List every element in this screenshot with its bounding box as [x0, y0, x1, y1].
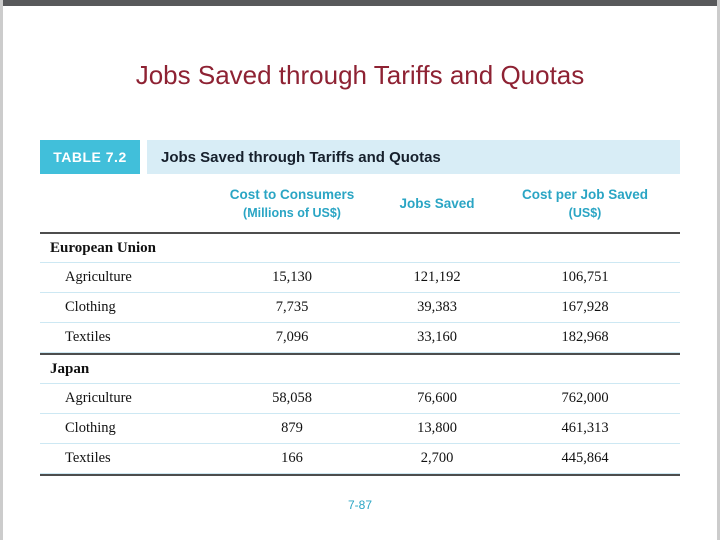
column-header-cost-per-job: Cost per Job Saved (US$)	[490, 186, 680, 222]
cell-cost-to-consumers: 58,058	[272, 390, 312, 407]
column-header-sublabel: (US$)	[568, 205, 602, 220]
cell-cost-to-consumers: 7,735	[275, 299, 309, 316]
column-header-jobs-saved: Jobs Saved	[384, 195, 490, 214]
badge-caption-gap	[140, 140, 147, 174]
table-row: Agriculture 58,058 76,600 762,000	[40, 384, 680, 415]
table-row: Clothing 7,735 39,383 167,928	[40, 293, 680, 324]
section-label: European Union	[50, 239, 157, 256]
column-header-label: Jobs Saved	[399, 195, 475, 211]
slide-title: Jobs Saved through Tariffs and Quotas	[135, 60, 585, 90]
cell-cost-per-job: 445,864	[561, 450, 609, 467]
table-row: Textiles 166 2,700 445,864	[40, 444, 680, 475]
cell-jobs-saved: 2,700	[420, 450, 454, 467]
row-label: Textiles	[65, 450, 111, 467]
table-row: Clothing 879 13,800 461,313	[40, 414, 680, 445]
window-right-border	[717, 0, 720, 540]
cell-cost-to-consumers: 7,096	[275, 329, 309, 346]
cell-cost-per-job: 461,313	[561, 420, 609, 437]
cell-jobs-saved: 33,160	[417, 329, 457, 346]
row-label: Agriculture	[65, 269, 132, 286]
row-label: Clothing	[65, 420, 116, 437]
cell-jobs-saved: 13,800	[417, 420, 457, 437]
column-header-label: Cost to Consumers	[229, 187, 355, 202]
column-header-row: Cost to Consumers (Millions of US$) Jobs…	[40, 174, 680, 232]
table-row: Textiles 7,096 33,160 182,968	[40, 323, 680, 354]
cell-jobs-saved: 76,600	[417, 390, 457, 407]
table-number-badge: TABLE 7.2	[40, 140, 140, 174]
slide-page-number: 7-87	[347, 498, 373, 512]
section-row-european-union: European Union	[40, 232, 680, 264]
table-7-2: TABLE 7.2 Jobs Saved through Tariffs and…	[40, 140, 680, 477]
table-caption: Jobs Saved through Tariffs and Quotas	[147, 140, 680, 174]
table-row: Agriculture 15,130 121,192 106,751	[40, 263, 680, 294]
table-header-band: TABLE 7.2 Jobs Saved through Tariffs and…	[40, 140, 680, 174]
column-header-label: Cost per Job Saved	[521, 187, 649, 202]
row-label: Textiles	[65, 329, 111, 346]
section-row-japan: Japan	[40, 353, 680, 385]
cell-cost-to-consumers: 15,130	[272, 269, 312, 286]
cell-cost-per-job: 762,000	[561, 390, 609, 407]
cell-cost-to-consumers: 166	[281, 450, 303, 467]
cell-cost-per-job: 106,751	[561, 269, 609, 286]
cell-cost-per-job: 182,968	[561, 329, 609, 346]
cell-jobs-saved: 121,192	[413, 269, 461, 286]
section-label: Japan	[50, 360, 90, 377]
window-left-border	[0, 0, 3, 540]
cell-jobs-saved: 39,383	[417, 299, 457, 316]
window-top-border	[0, 0, 720, 6]
column-header-sublabel: (Millions of US$)	[243, 205, 341, 220]
row-label: Agriculture	[65, 390, 132, 407]
row-label: Clothing	[65, 299, 116, 316]
column-header-cost-to-consumers: Cost to Consumers (Millions of US$)	[200, 186, 384, 222]
cell-cost-to-consumers: 879	[281, 420, 303, 437]
cell-cost-per-job: 167,928	[561, 299, 609, 316]
